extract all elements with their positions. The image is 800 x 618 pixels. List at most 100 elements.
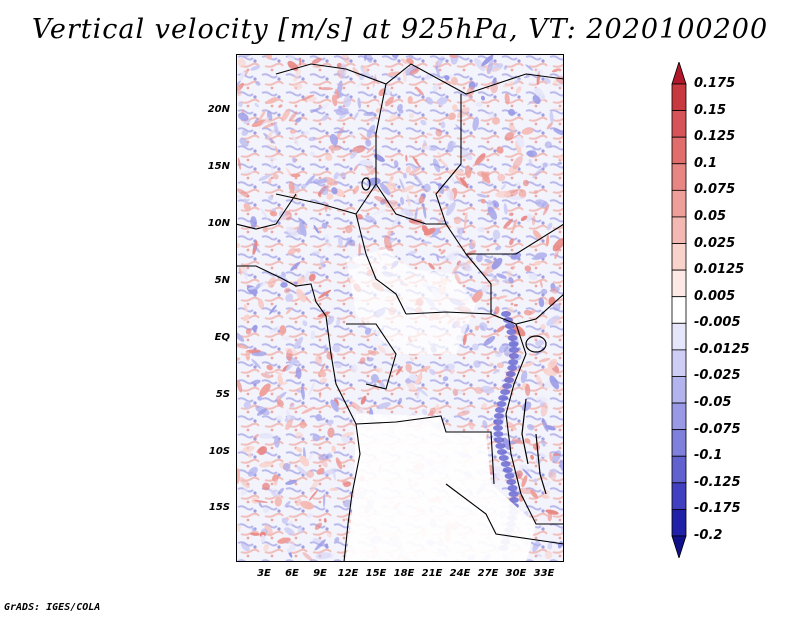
- velocity-blob: [508, 353, 519, 359]
- velocity-blob: [311, 251, 320, 257]
- velocity-blob: [549, 110, 554, 124]
- velocity-blob: [308, 451, 314, 462]
- velocity-blob: [237, 523, 241, 532]
- velocity-blob: [297, 526, 304, 534]
- velocity-blob: [310, 330, 316, 340]
- velocity-blob: [240, 487, 248, 496]
- velocity-blob: [495, 190, 511, 198]
- velocity-blob: [455, 175, 464, 186]
- velocity-blob: [524, 383, 531, 397]
- velocity-blob: [272, 173, 279, 180]
- velocity-blob: [546, 122, 553, 130]
- velocity-blob: [539, 452, 547, 458]
- velocity-blob: [301, 94, 315, 101]
- lon-label-21e: 21E: [421, 568, 443, 579]
- velocity-blob: [335, 175, 342, 182]
- velocity-blob: [330, 149, 335, 154]
- velocity-blob: [534, 87, 546, 100]
- lon-label-30e: 30E: [505, 568, 527, 579]
- velocity-blob: [409, 356, 415, 362]
- velocity-blob: [241, 129, 249, 136]
- velocity-blob: [554, 250, 559, 256]
- velocity-blob: [449, 175, 456, 183]
- velocity-blob: [314, 539, 326, 551]
- velocity-blob: [266, 130, 273, 141]
- velocity-blob: [310, 106, 324, 113]
- velocity-blob: [264, 97, 278, 105]
- velocity-blob: [465, 112, 472, 119]
- velocity-blob: [266, 364, 273, 371]
- velocity-blob: [504, 131, 514, 141]
- colorbar-segment: [671, 402, 687, 431]
- velocity-blob: [359, 357, 366, 365]
- velocity-blob: [425, 96, 434, 105]
- velocity-blob: [502, 83, 514, 88]
- velocity-blob: [496, 273, 507, 279]
- velocity-blob: [236, 343, 249, 349]
- colorbar-label: 0.1: [694, 155, 718, 171]
- velocity-blob: [276, 415, 283, 422]
- velocity-blob: [523, 309, 533, 316]
- velocity-blob: [273, 478, 278, 486]
- velocity-blob: [338, 105, 343, 110]
- velocity-blob: [277, 381, 288, 386]
- velocity-blob: [319, 87, 334, 91]
- velocity-blob: [374, 195, 389, 204]
- velocity-blob: [339, 63, 347, 80]
- velocity-blob: [332, 344, 341, 353]
- velocity-blob: [493, 419, 504, 425]
- velocity-blob: [480, 198, 486, 204]
- velocity-blob: [544, 141, 552, 149]
- velocity-blob: [452, 104, 458, 112]
- velocity-blob: [335, 107, 349, 116]
- velocity-blob: [378, 246, 387, 250]
- velocity-blob: [494, 437, 505, 443]
- velocity-blob: [326, 532, 332, 538]
- velocity-blob: [304, 270, 310, 284]
- velocity-blob: [507, 335, 518, 341]
- velocity-blob: [334, 537, 340, 543]
- velocity-blob: [453, 216, 462, 225]
- velocity-blob: [282, 336, 291, 341]
- velocity-blob: [481, 284, 489, 293]
- velocity-blob: [266, 156, 278, 161]
- velocity-blob: [489, 147, 494, 151]
- velocity-blob: [359, 132, 370, 142]
- velocity-blob: [285, 226, 299, 237]
- velocity-blob: [295, 446, 303, 453]
- velocity-blob: [364, 54, 373, 63]
- colorbar-label: -0.2: [694, 528, 723, 543]
- velocity-blob: [323, 518, 327, 523]
- velocity-blob: [266, 144, 278, 149]
- velocity-blob: [521, 127, 535, 135]
- velocity-blob: [300, 385, 305, 400]
- velocity-blob: [281, 517, 288, 525]
- velocity-blob: [432, 84, 439, 92]
- velocity-blob: [547, 358, 558, 369]
- velocity-blob: [412, 173, 423, 186]
- velocity-blob: [321, 222, 328, 229]
- colorbar-label: 0.075: [694, 182, 736, 198]
- velocity-blob: [423, 183, 431, 193]
- velocity-blob: [370, 117, 375, 122]
- velocity-blob: [508, 347, 519, 353]
- velocity-blob: [493, 425, 504, 431]
- velocity-blob: [541, 288, 548, 295]
- velocity-blob: [327, 427, 335, 438]
- velocity-blob: [435, 128, 443, 137]
- velocity-blob: [495, 443, 506, 449]
- velocity-blob: [356, 213, 363, 220]
- velocity-blob: [496, 401, 507, 407]
- velocity-blob: [262, 482, 270, 491]
- colorbar-segment: [671, 62, 687, 85]
- velocity-blob: [245, 351, 251, 361]
- velocity-blob: [259, 461, 274, 468]
- velocity-blob: [452, 263, 461, 275]
- velocity-blob: [370, 168, 376, 176]
- velocity-blob: [243, 267, 248, 281]
- velocity-blob: [474, 325, 480, 331]
- velocity-blob: [532, 145, 537, 157]
- velocity-blob: [393, 160, 399, 168]
- velocity-blob: [458, 261, 472, 272]
- velocity-blob: [331, 445, 336, 453]
